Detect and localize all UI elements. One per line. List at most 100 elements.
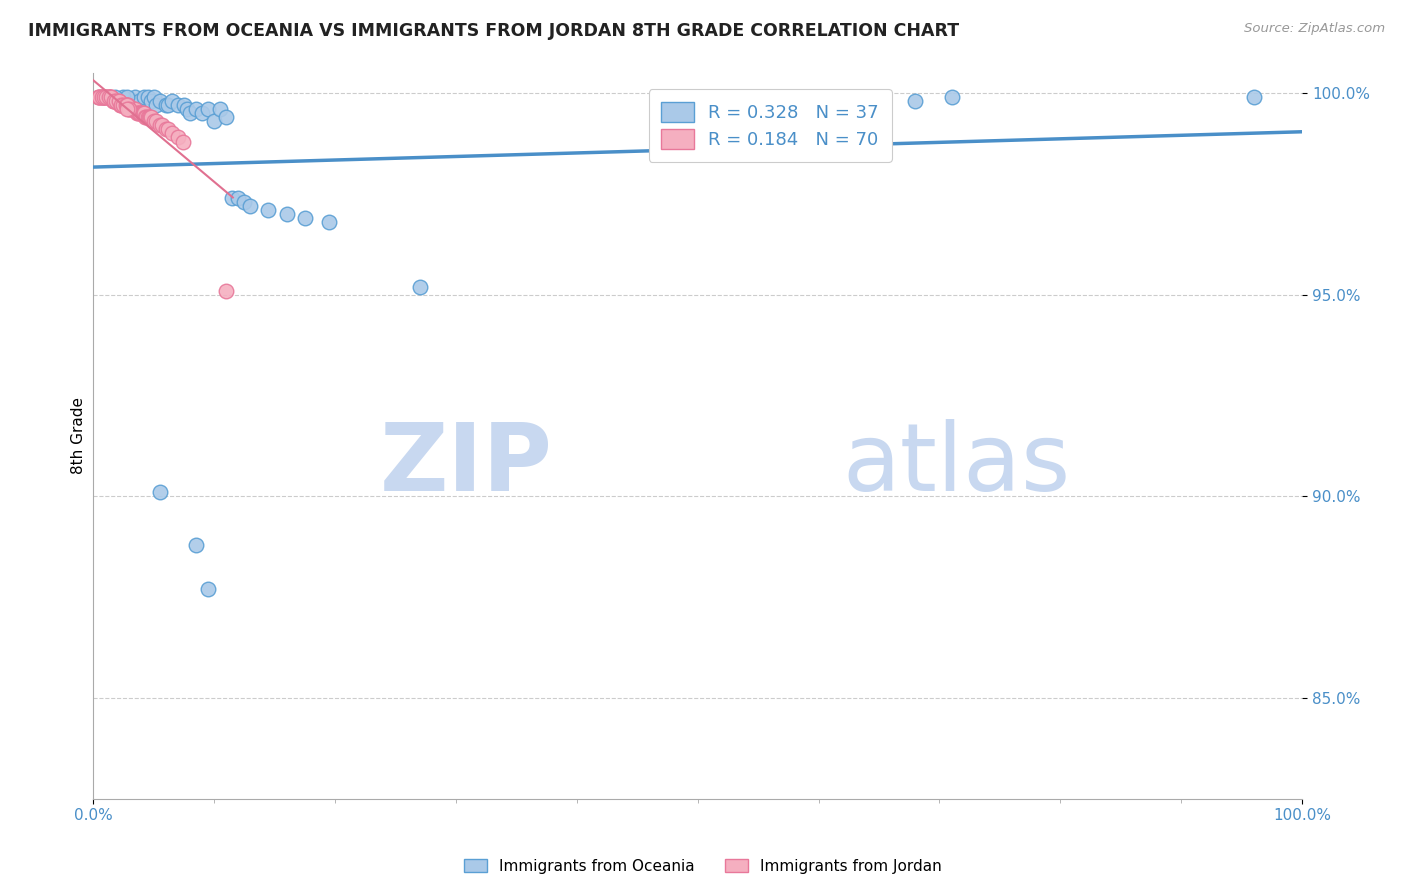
- Point: [141, 111, 163, 125]
- Text: atlas: atlas: [842, 419, 1071, 511]
- Point: [103, 94, 125, 108]
- Point: [125, 106, 148, 120]
- Point: [90, 90, 112, 104]
- Point: [107, 94, 129, 108]
- Point: [128, 106, 150, 120]
- Point: [129, 106, 152, 120]
- Point: [94, 90, 117, 104]
- Point: [120, 102, 142, 116]
- Point: [139, 111, 162, 125]
- Point: [226, 191, 249, 205]
- Point: [172, 135, 194, 149]
- Point: [318, 215, 340, 229]
- Y-axis label: 8th Grade: 8th Grade: [72, 397, 86, 475]
- Point: [115, 98, 138, 112]
- Point: [115, 90, 138, 104]
- Point: [904, 94, 927, 108]
- Point: [215, 111, 238, 125]
- Point: [179, 106, 201, 120]
- Point: [132, 106, 155, 120]
- Point: [191, 106, 214, 120]
- Point: [145, 114, 167, 128]
- Point: [221, 191, 243, 205]
- Point: [184, 538, 207, 552]
- Point: [110, 98, 132, 112]
- Point: [91, 90, 114, 104]
- Point: [115, 102, 138, 116]
- Point: [184, 102, 207, 116]
- Point: [131, 106, 153, 120]
- Point: [149, 119, 172, 133]
- Point: [93, 90, 115, 104]
- Point: [101, 94, 124, 108]
- Point: [114, 98, 136, 112]
- Point: [111, 98, 134, 112]
- Point: [107, 94, 129, 108]
- Point: [93, 90, 115, 104]
- Point: [142, 114, 165, 128]
- Point: [89, 90, 111, 104]
- Point: [157, 122, 180, 136]
- Point: [124, 102, 146, 116]
- Point: [202, 114, 225, 128]
- Point: [215, 284, 238, 298]
- Point: [1243, 90, 1265, 104]
- Point: [160, 127, 183, 141]
- Point: [150, 119, 173, 133]
- Point: [239, 199, 262, 213]
- Point: [155, 98, 177, 112]
- Point: [114, 98, 136, 112]
- Point: [155, 122, 177, 136]
- Point: [136, 90, 159, 104]
- Point: [108, 98, 131, 112]
- Point: [104, 94, 127, 108]
- Point: [141, 94, 163, 108]
- Point: [128, 94, 150, 108]
- Point: [122, 102, 145, 116]
- Point: [96, 90, 118, 104]
- Point: [233, 194, 256, 209]
- Point: [118, 102, 141, 116]
- Point: [98, 90, 121, 104]
- Point: [160, 94, 183, 108]
- Text: IMMIGRANTS FROM OCEANIA VS IMMIGRANTS FROM JORDAN 8TH GRADE CORRELATION CHART: IMMIGRANTS FROM OCEANIA VS IMMIGRANTS FR…: [28, 22, 959, 40]
- Point: [127, 106, 149, 120]
- Point: [197, 102, 219, 116]
- Point: [89, 90, 111, 104]
- Legend: R = 0.328   N = 37, R = 0.184   N = 70: R = 0.328 N = 37, R = 0.184 N = 70: [648, 89, 891, 161]
- Point: [149, 94, 172, 108]
- Point: [121, 102, 143, 116]
- Point: [276, 207, 298, 221]
- Point: [115, 98, 138, 112]
- Point: [136, 111, 159, 125]
- Point: [135, 111, 157, 125]
- Point: [134, 111, 156, 125]
- Point: [97, 90, 120, 104]
- Point: [941, 90, 963, 104]
- Point: [117, 98, 139, 112]
- Point: [114, 98, 136, 112]
- Point: [112, 98, 135, 112]
- Point: [97, 90, 120, 104]
- Point: [197, 582, 219, 596]
- Point: [110, 98, 132, 112]
- Point: [89, 90, 111, 104]
- Point: [87, 90, 110, 104]
- Point: [124, 102, 146, 116]
- Point: [166, 98, 188, 112]
- Point: [209, 102, 232, 116]
- Point: [105, 94, 128, 108]
- Text: Source: ZipAtlas.com: Source: ZipAtlas.com: [1244, 22, 1385, 36]
- Point: [100, 90, 122, 104]
- Point: [145, 98, 167, 112]
- Point: [118, 102, 141, 116]
- Point: [105, 94, 128, 108]
- Point: [149, 485, 172, 500]
- Point: [105, 94, 128, 108]
- Point: [257, 203, 280, 218]
- Point: [112, 90, 135, 104]
- Point: [166, 130, 188, 145]
- Point: [157, 98, 180, 112]
- Point: [96, 90, 118, 104]
- Point: [97, 90, 120, 104]
